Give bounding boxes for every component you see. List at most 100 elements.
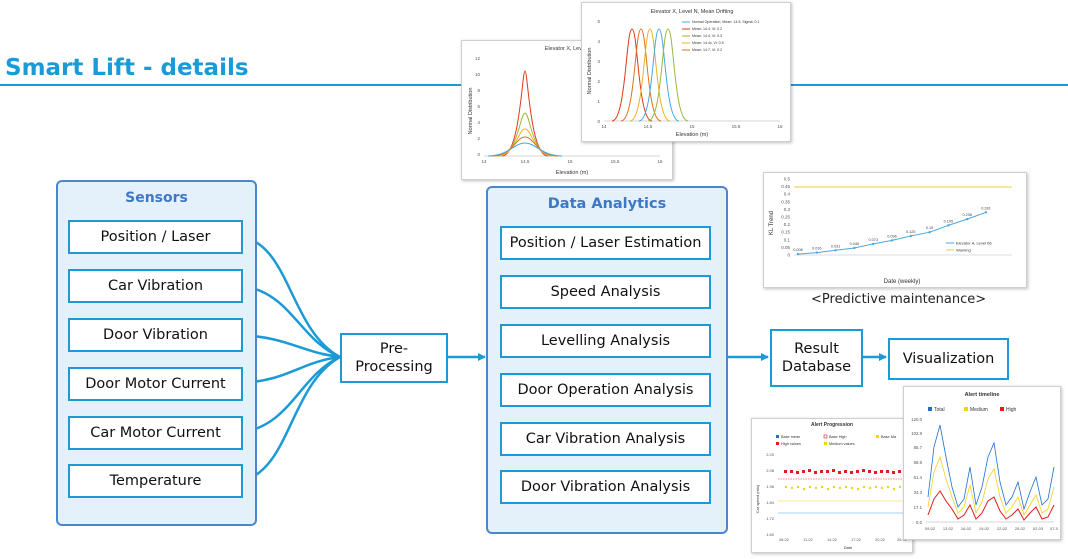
analytics-position-laser-estimation[interactable]: Position / Laser Estimation — [500, 226, 711, 260]
progression-ylabel: Car speed (m/s) — [755, 484, 760, 513]
dist-back-ytick: 2 — [477, 136, 480, 141]
progression-ytick: 2.20 — [766, 452, 775, 457]
sensors-title: Sensors — [125, 190, 188, 206]
trend-point — [909, 234, 912, 238]
trend-point — [928, 231, 931, 234]
dist-back-xtick: 15 — [567, 159, 573, 164]
trend-ytick: 0.3 — [784, 207, 791, 212]
progression-xtick: 08-02 — [779, 538, 789, 542]
analytics-door-vibration-analysis[interactable]: Door Vibration Analysis — [500, 470, 711, 504]
analytics-title: Data Analytics — [547, 196, 667, 212]
analytics-car-vibration-analysis[interactable]: Car Vibration Analysis — [500, 422, 711, 456]
dist-back-ytick: 10 — [475, 72, 481, 77]
trend-point — [966, 217, 969, 221]
trend-point-label: 0.15 — [926, 226, 933, 230]
timeline-title: Alert timeline — [965, 392, 1000, 398]
trend-ytick: 0.15 — [781, 230, 790, 235]
dist-back-xtick: 15.5 — [611, 159, 620, 164]
trend-ytick: 0.1 — [784, 237, 791, 242]
dist-front-title: Elevator X, Level N, Mean Drifting — [651, 9, 734, 15]
preprocessing-box[interactable]: Pre- Processing — [340, 333, 448, 383]
trend-ytick: 0.5 — [784, 177, 791, 182]
dist-front-legend: Mean: 14.4, Vi: 0.3 — [692, 34, 722, 38]
sensor-door-vibration[interactable]: Door Vibration — [68, 318, 243, 352]
timeline-ytick: 68.6 — [914, 460, 923, 465]
dist-front-ytick: 1 — [597, 99, 600, 104]
sensor-car-motor-current[interactable]: Car Motor Current — [68, 416, 243, 450]
trend-ytick: 0.35 — [781, 199, 790, 204]
analytics-speed-analysis[interactable]: Speed Analysis — [500, 275, 711, 309]
progression-ytick: 1.72 — [766, 516, 775, 521]
trend-legend: Warning — [956, 248, 971, 253]
dist-front-legend: Mean: 14.7, Vi: 0.2 — [692, 48, 722, 52]
kl-trend-chart: KL Trend Date (weekly) 0.5 0.45 0.4 0.35 0.3… — [763, 172, 1027, 288]
timeline-xtick: 07-0 — [1050, 526, 1059, 531]
dist-back-ytick: 12 — [475, 56, 481, 61]
predictive-maintenance-caption: <Predictive maintenance> — [811, 292, 987, 307]
trend-point-label: 0.073 — [868, 238, 878, 242]
page-title: Smart Lift - details — [5, 55, 249, 81]
alert-progression-chart: Alert Progression Base mean Base High Ba… — [751, 418, 913, 553]
trend-point — [890, 239, 894, 242]
trend-point-label: 0.281 — [981, 206, 991, 210]
dist-front-xtick: 14 — [601, 124, 607, 129]
preprocessing-line2: Processing — [355, 359, 433, 375]
trend-point — [872, 242, 875, 246]
progression-xtick: 11-02 — [803, 538, 812, 542]
analytics-levelling-analysis[interactable]: Levelling Analysis — [500, 324, 711, 358]
dist-front-ytick: 2 — [597, 79, 600, 84]
sensor-position-laser[interactable]: Position / Laser — [68, 220, 243, 254]
progression-xtick: 26-02 — [897, 538, 907, 542]
dist-back-ytick: 6 — [477, 104, 480, 109]
timeline-xtick: 25-02 — [1015, 526, 1026, 531]
progression-ytick: 2.08 — [766, 468, 775, 473]
trend-point — [853, 246, 856, 250]
distribution-chart-front: Elevator X, Level N, Mean Drifting Norma… — [581, 2, 791, 142]
result-database-line2: Database — [781, 359, 852, 375]
dist-front-ytick: 0 — [597, 119, 600, 124]
trend-ytick: 0.4 — [784, 192, 791, 197]
dist-front-xlabel: Elevation (m) — [676, 132, 709, 138]
progression-ytick: 1.96 — [766, 484, 775, 489]
sensor-car-vibration[interactable]: Car Vibration — [68, 269, 243, 303]
dist-back-xlabel: Elevation (m) — [556, 170, 589, 176]
progression-title: Alert Progression — [811, 422, 853, 428]
sensor-door-motor-current[interactable]: Door Motor Current — [68, 367, 243, 401]
visualization-box[interactable]: Visualization — [888, 338, 1009, 380]
timeline-legend: Total — [934, 407, 945, 413]
timeline-xtick: 22-02 — [997, 526, 1008, 531]
trend-ytick: 0.45 — [781, 184, 790, 189]
timeline-legend: Medium — [970, 407, 988, 413]
trend-point-label: 0.031 — [831, 244, 841, 248]
dist-front-legend: Mean: 14.4v, Vi: 0.5 — [692, 41, 724, 45]
dist-front-xtick: 14.5 — [644, 124, 653, 129]
dist-back-ytick: 0 — [477, 152, 480, 157]
dist-back-ylabel: Normal Distribution — [468, 88, 474, 135]
trend-ytick: 0 — [787, 253, 790, 258]
result-database-line1: Result — [794, 340, 839, 357]
dist-back-ytick: 8 — [477, 88, 480, 93]
preprocessing-line1: Pre- — [379, 340, 409, 357]
result-database-box[interactable]: Result Database — [770, 329, 863, 387]
dist-back-xtick: 14 — [481, 159, 487, 164]
analytics-door-operation-analysis[interactable]: Door Operation Analysis — [500, 373, 711, 407]
trend-point-label: 0.236 — [962, 213, 972, 217]
sensor-temperature[interactable]: Temperature — [68, 464, 243, 498]
alert-timeline-chart: Alert timeline Total Medium High 120.0 1… — [903, 386, 1061, 540]
trend-point — [947, 224, 950, 227]
timeline-xtick: 16-02 — [961, 526, 972, 531]
trend-point-label: 0.096 — [887, 234, 897, 238]
trend-point-label: 0.006 — [793, 248, 803, 252]
dist-back-ytick: 4 — [477, 120, 480, 125]
dist-front-ytick: 5 — [597, 19, 600, 24]
trend-point — [815, 251, 818, 254]
trend-xlabel: Date (weekly) — [884, 279, 921, 285]
trend-point-label: 0.016 — [812, 247, 822, 251]
dist-front-ytick: 4 — [597, 39, 600, 44]
dist-front-xtick: 16 — [777, 124, 783, 129]
progression-xlabel: Date — [844, 545, 853, 550]
progression-ytick: 1.84 — [766, 500, 775, 505]
connector-temperature — [241, 355, 341, 483]
timeline-ytick: 0.0 — [916, 520, 923, 525]
timeline-legend: High — [1006, 407, 1017, 413]
